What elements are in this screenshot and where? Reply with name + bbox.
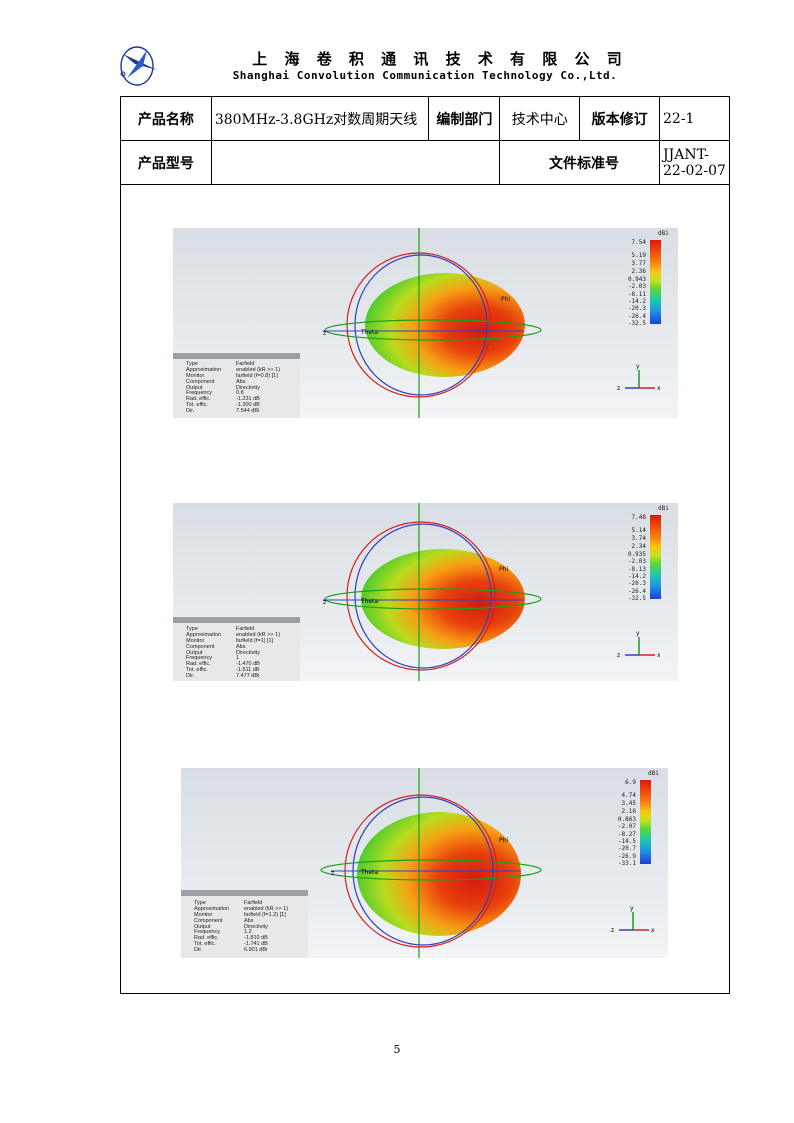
axis-y-label: y	[636, 363, 640, 370]
scale-unit: dBi	[648, 770, 659, 777]
phi-label: Phi	[499, 566, 508, 573]
model-label: 产品型号	[120, 140, 212, 185]
farfield-3d-view: Theta Phi z y x z	[173, 503, 678, 681]
color-gradient	[640, 780, 651, 864]
axis-x-label: x	[651, 927, 655, 934]
model-value	[210, 140, 501, 185]
color-scale: dBi 6.9 4.74 3.45 2.16 0.863 -2.07 -8.27…	[617, 770, 659, 867]
axis-z-label-small: z	[611, 927, 614, 934]
theta-label: Theta	[360, 598, 379, 605]
farfield-plot-3: Theta Phi z y x z Type Farfield Approxima…	[181, 768, 668, 958]
axis-z-label-small: z	[617, 385, 620, 392]
axis-z-label-small: z	[617, 652, 620, 659]
theta-label: Theta	[360, 329, 379, 336]
phi-label: Phi	[501, 296, 510, 303]
theta-label: Theta	[360, 869, 379, 876]
std-label: 文件标准号	[499, 140, 661, 185]
revision-value: 22-1	[659, 96, 730, 141]
axis-y-label: y	[636, 630, 640, 637]
scale-unit: dBi	[658, 230, 669, 237]
page-number: 5	[393, 1043, 401, 1056]
company-name-en: Shanghai Convolution Communication Techn…	[232, 69, 618, 82]
axis-x-label: x	[657, 652, 661, 659]
document-info-table: 产品名称 380MHz-3.8GHz对数周期天线 编制部门 技术中心 版本修订 …	[120, 96, 730, 185]
info-box: Type Farfield Approximation enabled (kR >>…	[186, 626, 281, 680]
dept-label: 编制部门	[428, 96, 501, 141]
revision-label: 版本修订	[579, 96, 661, 141]
phi-label: Phi	[499, 837, 508, 844]
dept-value: 技术中心	[499, 96, 581, 141]
farfield-3d-view: Theta Phi z y x z	[173, 228, 678, 418]
info-box: Type Farfield Approximation enabled (kR >>…	[186, 361, 281, 415]
farfield-3d-view: Theta Phi z y x z	[181, 768, 668, 958]
color-scale: dBi 7.48 5.14 3.74 2.34 0.935 -2.03 -8.1…	[627, 505, 669, 602]
farfield-plot-2: Theta Phi z y x z Type Farfield Approxima…	[173, 503, 678, 681]
company-logo-icon	[120, 46, 157, 86]
std-value: JJANT-22-02-07	[659, 140, 730, 185]
axis-z-label: z	[323, 330, 326, 337]
axis-z-label: z	[331, 870, 334, 877]
axis-x-label: x	[657, 385, 661, 392]
color-gradient	[650, 240, 661, 324]
color-scale: dBi 7.54 5.19 3.77 2.36 0.943 -2.03 -8.1…	[627, 230, 669, 327]
company-name-cn: 上 海 卷 积 通 讯 技 术 有 限 公 司	[252, 50, 628, 68]
product-name-label: 产品名称	[120, 96, 212, 141]
scale-unit: dBi	[658, 505, 669, 512]
product-name-value: 380MHz-3.8GHz对数周期天线	[210, 96, 430, 141]
farfield-plot-1: Theta Phi z y x z Type Farfield Approxima…	[173, 228, 678, 418]
axis-y-label: y	[630, 905, 634, 912]
color-gradient	[650, 515, 661, 599]
axis-z-label: z	[323, 599, 326, 606]
info-box: Type Farfield Approximation enabled (kR >>…	[194, 900, 289, 954]
